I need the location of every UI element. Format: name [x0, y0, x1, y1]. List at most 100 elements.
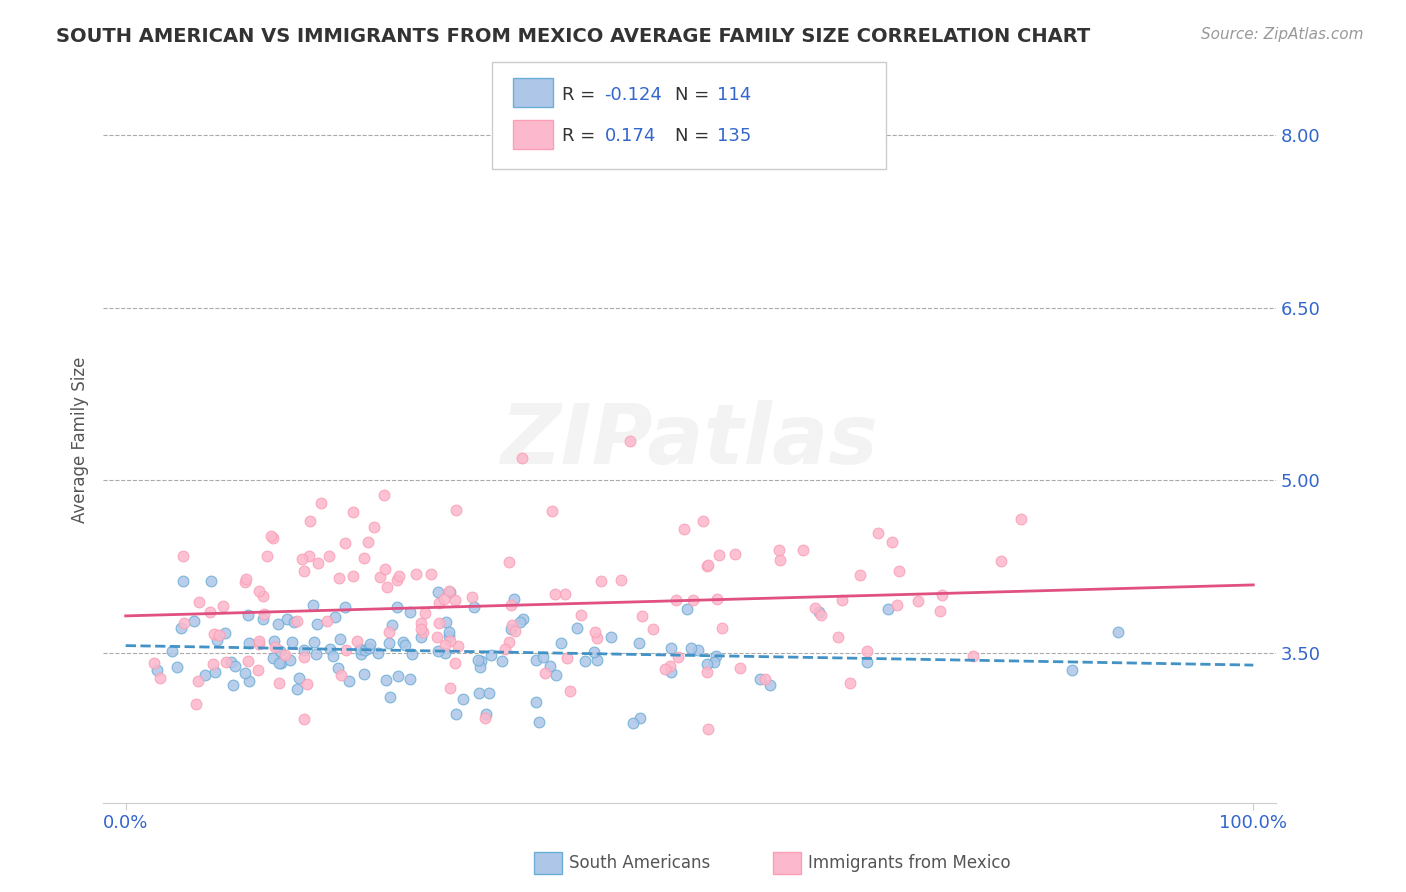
Point [143, 656, 166, 670]
Point [474, 706, 496, 721]
Point [682, 592, 704, 607]
Point [305, 616, 328, 631]
Point [236, 607, 259, 622]
Point [451, 692, 474, 706]
Point [221, 678, 243, 692]
Point [748, 673, 770, 687]
Point [439, 633, 461, 648]
Point [501, 598, 523, 612]
Point [931, 588, 953, 602]
Point [319, 641, 342, 656]
Point [285, 682, 308, 697]
Point [665, 592, 688, 607]
Text: Immigrants from Mexico: Immigrants from Mexico [808, 855, 1011, 872]
Point [368, 570, 391, 584]
Point [524, 653, 547, 667]
Point [193, 668, 215, 682]
Point [479, 648, 502, 662]
Point [247, 584, 270, 599]
Point [295, 677, 318, 691]
Point [330, 667, 353, 681]
Point [467, 653, 489, 667]
Point [769, 553, 792, 567]
Point [498, 555, 520, 569]
Point [187, 674, 209, 689]
Point [238, 674, 260, 689]
Point [728, 661, 751, 675]
Point [252, 589, 274, 603]
Point [758, 678, 780, 692]
Point [387, 669, 409, 683]
Text: 114: 114 [717, 86, 751, 103]
Point [676, 601, 699, 615]
Point [478, 686, 501, 700]
Text: ZIPatlas: ZIPatlas [501, 400, 879, 481]
Point [342, 569, 364, 583]
Text: Source: ZipAtlas.com: Source: ZipAtlas.com [1201, 27, 1364, 42]
Point [350, 647, 373, 661]
Point [1060, 663, 1083, 677]
Point [292, 649, 315, 664]
Point [269, 644, 291, 658]
Point [219, 655, 242, 669]
Point [679, 641, 702, 656]
Point [270, 656, 292, 670]
Point [1107, 624, 1129, 639]
Point [427, 596, 450, 610]
Point [704, 648, 727, 663]
Point [610, 573, 633, 587]
Text: 0.174: 0.174 [605, 128, 657, 145]
Point [363, 520, 385, 534]
Point [628, 711, 651, 725]
Point [329, 632, 352, 646]
Point [877, 602, 900, 616]
Point [337, 673, 360, 688]
Point [510, 450, 533, 465]
Point [427, 644, 450, 658]
Point [491, 654, 513, 668]
Point [353, 667, 375, 681]
Point [661, 640, 683, 655]
Point [962, 649, 984, 664]
Point [439, 625, 461, 640]
Point [439, 681, 461, 695]
Point [357, 641, 380, 656]
Point [305, 647, 328, 661]
Point [307, 556, 329, 570]
Point [889, 565, 911, 579]
Point [233, 666, 256, 681]
Point [589, 574, 612, 589]
Point [446, 503, 468, 517]
Point [323, 610, 346, 624]
Point [292, 643, 315, 657]
Point [184, 697, 207, 711]
Point [427, 616, 450, 631]
Point [394, 638, 416, 652]
Point [868, 525, 890, 540]
Point [385, 600, 408, 615]
Point [838, 676, 860, 690]
Point [582, 645, 605, 659]
Point [411, 616, 433, 631]
Text: R =: R = [562, 86, 602, 103]
Point [512, 612, 534, 626]
Point [494, 641, 516, 656]
Point [619, 434, 641, 448]
Point [696, 665, 718, 680]
Point [696, 722, 718, 736]
Point [501, 617, 523, 632]
Point [907, 594, 929, 608]
Point [267, 617, 290, 632]
Point [688, 642, 710, 657]
Point [401, 647, 423, 661]
Point [252, 612, 274, 626]
Point [253, 607, 276, 621]
Text: -0.124: -0.124 [605, 86, 662, 103]
Point [316, 614, 339, 628]
Point [235, 572, 257, 586]
Point [201, 657, 224, 671]
Point [433, 646, 456, 660]
Point [281, 635, 304, 649]
Point [304, 635, 326, 649]
Point [437, 583, 460, 598]
